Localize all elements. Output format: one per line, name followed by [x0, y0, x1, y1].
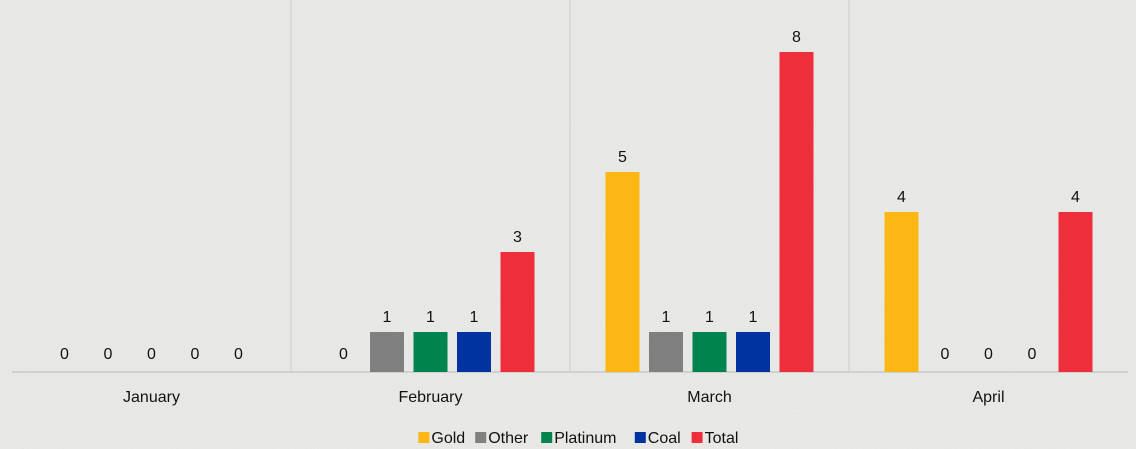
legend-swatch-coal [634, 432, 646, 443]
legend-label-gold: Gold [431, 430, 465, 447]
bar-other-march [649, 332, 683, 372]
data-labels-layer: 0 0 0 0 0 0 1 1 1 3 5 1 1 1 8 4 0 0 0 4 [60, 29, 1080, 363]
data-label-gold-january: 0 [60, 346, 69, 363]
data-label-other-march: 1 [662, 309, 671, 326]
legend-swatch-total [691, 432, 703, 443]
data-label-other-january: 0 [104, 346, 113, 363]
data-label-total-january: 0 [234, 346, 243, 363]
data-label-coal-march: 1 [749, 309, 758, 326]
category-dividers [290, 0, 850, 372]
category-label-march: March [687, 389, 731, 406]
legend-label-other: Other [488, 430, 529, 447]
legend-swatch-platinum [541, 432, 553, 443]
category-label-february: February [398, 389, 462, 406]
data-label-total-april: 4 [1071, 189, 1080, 206]
category-labels-layer: January February March April [123, 389, 1004, 406]
bar-other-february [370, 332, 404, 372]
data-label-platinum-february: 1 [426, 309, 435, 326]
legend-swatch-gold [418, 432, 430, 443]
category-label-april: April [972, 389, 1004, 406]
data-label-gold-april: 4 [897, 189, 906, 206]
data-label-platinum-april: 0 [984, 346, 993, 363]
data-label-total-february: 3 [513, 229, 522, 246]
bars-layer [370, 52, 1093, 372]
data-label-coal-january: 0 [191, 346, 200, 363]
bar-total-april [1058, 212, 1093, 372]
legend-label-total: Total [705, 430, 739, 447]
data-label-platinum-january: 0 [147, 346, 156, 363]
legend-label-coal: Coal [648, 430, 681, 447]
bar-gold-april [884, 212, 919, 372]
data-label-platinum-march: 1 [705, 309, 714, 326]
data-label-gold-february: 0 [339, 346, 348, 363]
data-label-other-april: 0 [941, 346, 950, 363]
bar-platinum-march [692, 332, 727, 372]
data-label-total-march: 8 [792, 29, 801, 46]
bar-platinum-february [413, 332, 448, 372]
legend-label-platinum: Platinum [554, 430, 616, 447]
category-label-january: January [123, 389, 180, 406]
data-label-other-february: 1 [383, 309, 392, 326]
data-label-coal-april: 0 [1028, 346, 1037, 363]
bar-total-february [500, 252, 535, 372]
data-label-coal-february: 1 [470, 309, 479, 326]
bar-gold-march [605, 172, 640, 372]
legend-swatch-other [475, 432, 487, 443]
legend: Gold Other Platinum Coal Total [418, 430, 738, 447]
data-label-gold-march: 5 [618, 149, 627, 166]
bar-coal-february [457, 332, 491, 372]
bar-total-march [779, 52, 814, 372]
bar-coal-march [736, 332, 770, 372]
